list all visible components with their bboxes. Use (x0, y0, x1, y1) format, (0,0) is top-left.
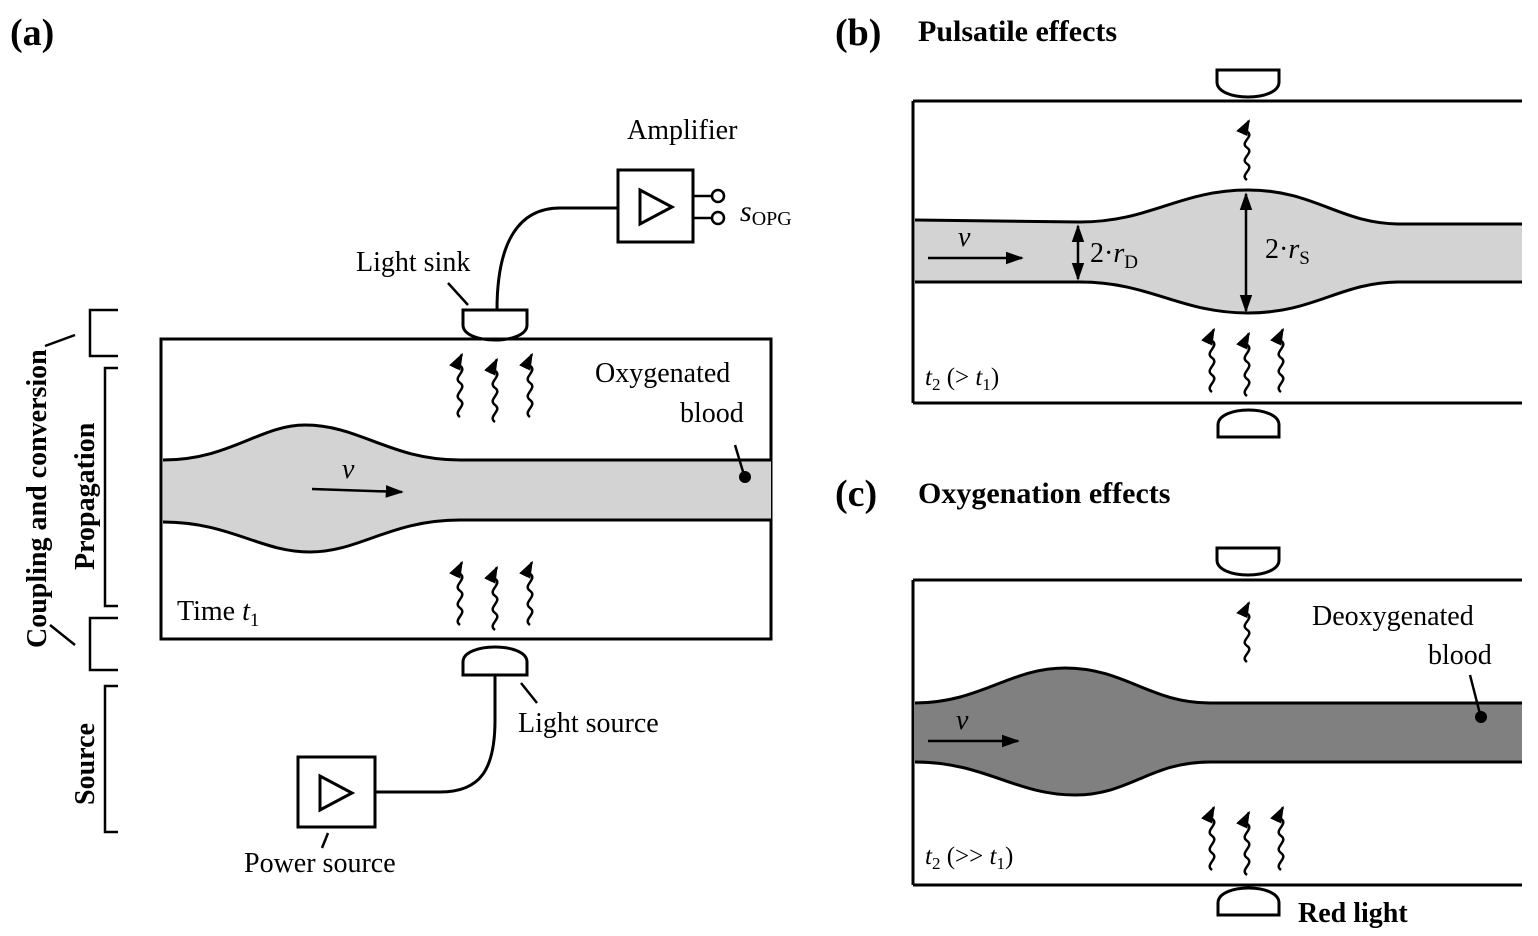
power-source-icon (318, 773, 356, 813)
wire-sink-amplifier (495, 206, 618, 311)
side-label-coupling: Coupling and conversion (22, 349, 53, 648)
light-sink-label: Light sink (356, 247, 470, 278)
vessel-oxygenated (163, 425, 771, 552)
oxygenated-pointer-dot (739, 471, 751, 483)
panel-c: (c) Oxygenation effects v Deoxygenated b… (835, 473, 1522, 929)
oxygenated-label-1: Oxygenated (595, 358, 730, 389)
wire-source-power (375, 675, 497, 794)
velocity-label-b: v (958, 222, 971, 253)
light-source-label: Light source (518, 708, 659, 739)
amplifier-icon (638, 187, 676, 227)
time-label-c: t2 (>> t1) (925, 843, 1013, 873)
time-label-b: t2 (> t1) (925, 364, 999, 394)
rd-label: 2·rD (1090, 238, 1138, 273)
velocity-arrow-a (311, 485, 404, 498)
panel-a-label: (a) (10, 12, 54, 54)
panel-c-title: Oxygenation effects (918, 477, 1170, 510)
panel-a: (a) v Oxygenated blood Light sink (10, 12, 792, 879)
side-label-source: Source (70, 723, 101, 805)
deoxygenated-label-1: Deoxygenated (1312, 601, 1474, 632)
wavy-arrows-bottom-a (458, 562, 533, 630)
velocity-label-a: v (342, 454, 355, 485)
detector-icon-b (1215, 68, 1281, 99)
deoxygenated-label-2: blood (1428, 640, 1492, 671)
time-label-a: Time t1 (177, 596, 259, 631)
power-source-label: Power source (244, 848, 396, 879)
rs-label: 2·rS (1265, 234, 1310, 269)
panel-b: (b) Pulsatile effects 2·rD 2·rS v t2 (> … (835, 12, 1522, 439)
panel-c-label: (c) (835, 473, 877, 515)
panel-b-label: (b) (835, 12, 881, 54)
light-source-icon (461, 645, 529, 677)
amplifier-label: Amplifier (627, 115, 738, 146)
panel-b-title: Pulsatile effects (918, 15, 1117, 48)
wavy-arrows-top-a (458, 354, 533, 422)
deoxygenated-pointer-dot (1475, 711, 1487, 723)
red-light-label: Red light (1298, 898, 1408, 929)
light-sink-icon (461, 308, 529, 342)
side-label-propagation: Propagation (70, 422, 101, 570)
power-source-box (296, 755, 377, 829)
side-brackets (44, 308, 118, 834)
emitter-icon-b (1216, 408, 1281, 439)
signal-label: sOPG (740, 195, 792, 230)
vessel-pulsatile (915, 190, 1522, 313)
velocity-label-c: v (956, 705, 969, 736)
amplifier-box (616, 168, 695, 244)
oxygenated-label-2: blood (680, 398, 744, 429)
emitter-icon-c (1216, 886, 1281, 917)
detector-icon-c (1215, 546, 1281, 577)
vessel-deoxygenated (915, 668, 1522, 795)
